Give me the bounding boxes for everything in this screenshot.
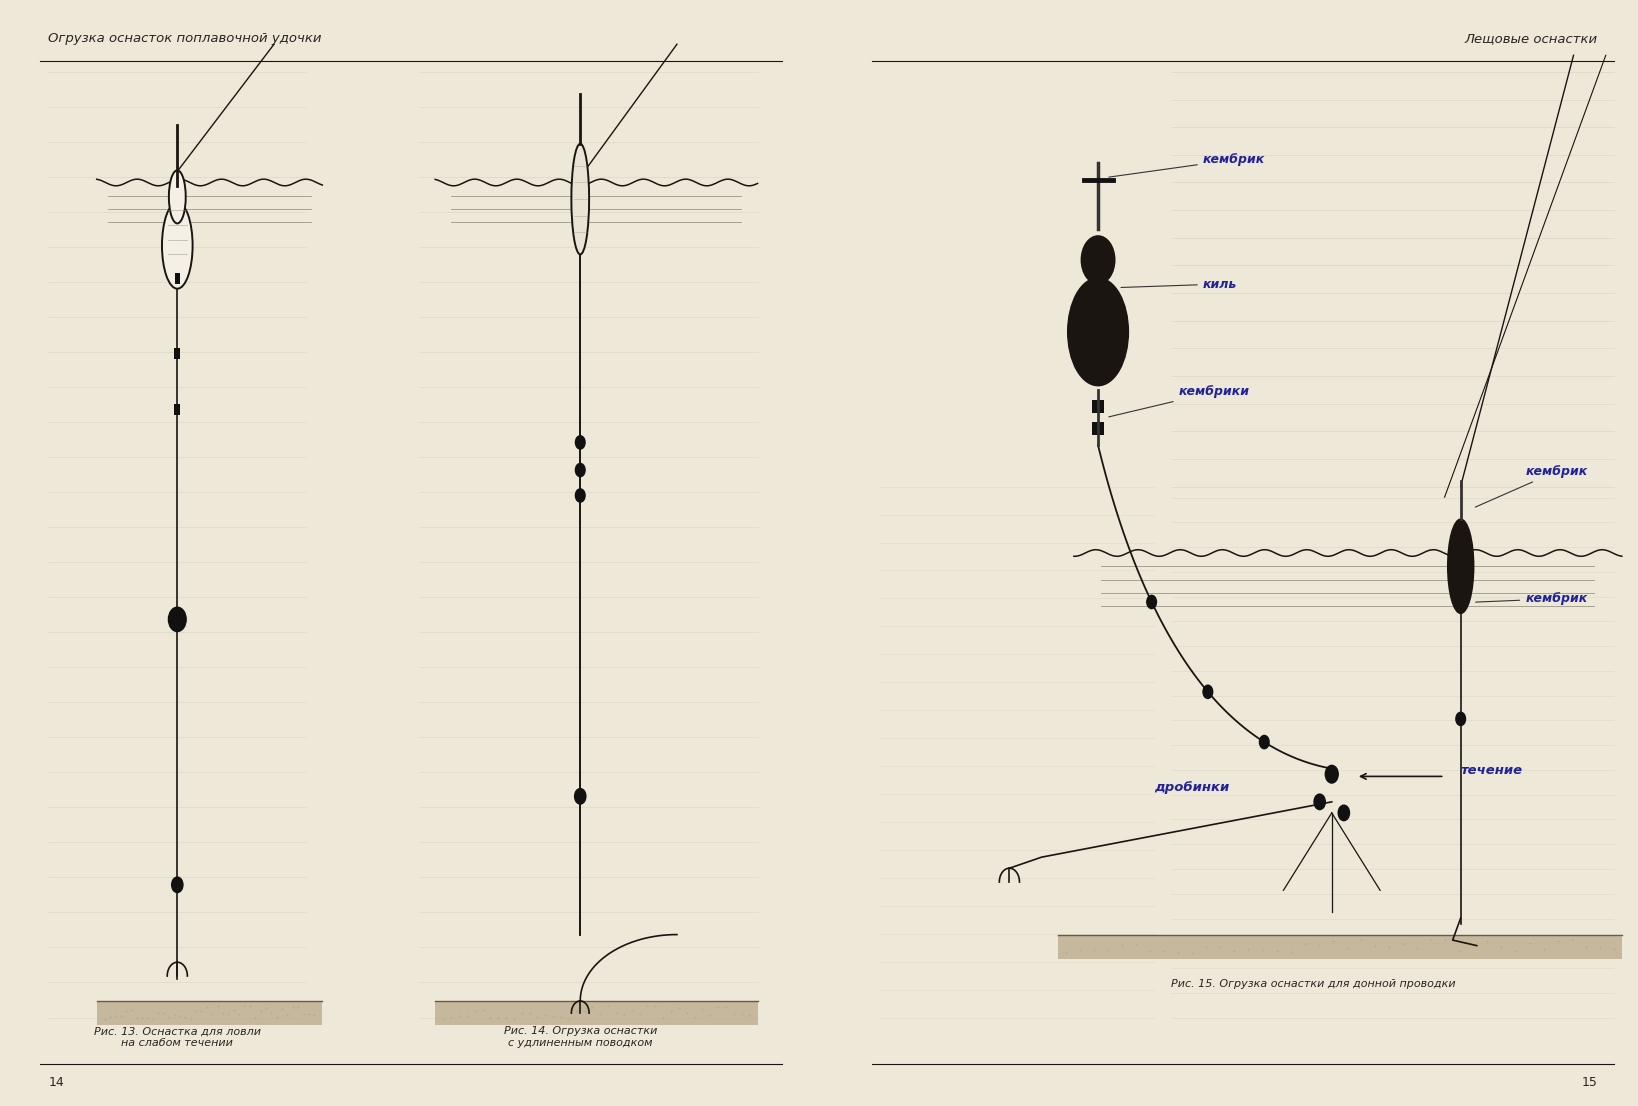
Ellipse shape: [1448, 520, 1474, 613]
Text: 15: 15: [1582, 1076, 1597, 1089]
Circle shape: [575, 789, 586, 804]
Text: кембрик: кембрик: [1476, 592, 1587, 605]
Text: течение: течение: [1461, 764, 1523, 778]
Text: киль: киль: [1120, 278, 1237, 291]
Text: 14: 14: [49, 1076, 64, 1089]
Bar: [1093, 399, 1104, 414]
Circle shape: [1314, 794, 1325, 810]
Ellipse shape: [162, 202, 193, 289]
Ellipse shape: [1068, 278, 1129, 386]
Text: дробинки: дробинки: [1155, 781, 1230, 794]
Circle shape: [1325, 765, 1338, 783]
Circle shape: [172, 877, 183, 893]
Text: кембрики: кембрики: [1109, 385, 1250, 417]
Text: Рис. 14. Огрузка оснастки
с удлиненным поводком: Рис. 14. Огрузка оснастки с удлиненным п…: [503, 1026, 657, 1048]
Bar: [175, 348, 180, 359]
Ellipse shape: [169, 170, 185, 223]
Ellipse shape: [1081, 236, 1115, 284]
Ellipse shape: [572, 144, 590, 254]
Text: Огрузка оснасток поплавочной удочки: Огрузка оснасток поплавочной удочки: [49, 32, 321, 45]
Circle shape: [169, 607, 187, 632]
Circle shape: [575, 463, 585, 477]
Circle shape: [1456, 712, 1466, 726]
Bar: [175, 273, 180, 284]
Text: Лещовые оснастки: Лещовые оснастки: [1464, 32, 1597, 45]
Circle shape: [575, 436, 585, 449]
Circle shape: [1338, 805, 1350, 821]
Circle shape: [1260, 735, 1269, 749]
Circle shape: [1202, 686, 1212, 699]
Text: кембрик: кембрик: [1109, 153, 1265, 177]
Text: Рис. 15. Огрузка оснастки для донной проводки: Рис. 15. Огрузка оснастки для донной про…: [1171, 979, 1455, 989]
Circle shape: [1147, 595, 1156, 608]
Bar: [1093, 422, 1104, 436]
Circle shape: [575, 489, 585, 502]
Bar: [175, 404, 180, 415]
Text: Рис. 13. Оснастка для ловли
на слабом течении: Рис. 13. Оснастка для ловли на слабом те…: [93, 1026, 260, 1048]
Text: кембрик: кембрик: [1476, 465, 1587, 507]
